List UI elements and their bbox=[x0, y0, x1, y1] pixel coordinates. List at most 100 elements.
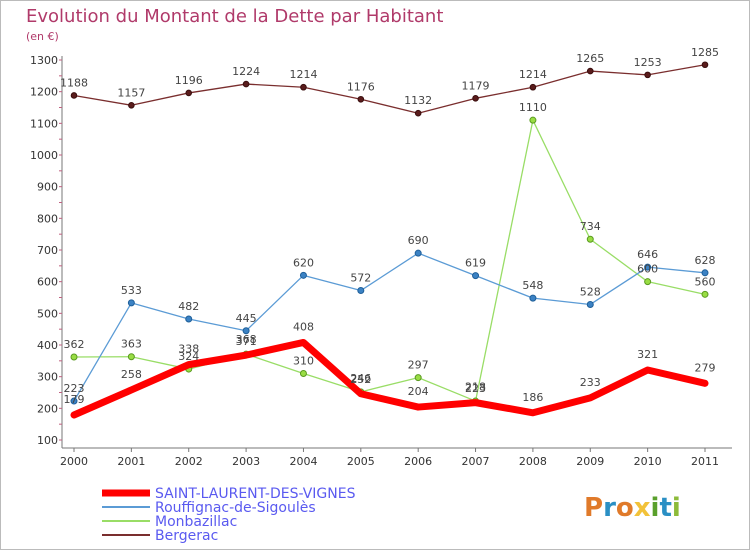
data-point-rouffignac-de-sigoules bbox=[701, 269, 709, 277]
x-tick-label: 2007 bbox=[462, 455, 490, 468]
logo-letter: x bbox=[634, 493, 651, 523]
data-label-saint-laurent-des-vignes: 258 bbox=[121, 368, 142, 381]
x-tick-label: 2011 bbox=[691, 455, 719, 468]
proxiti-logo: Proxiti bbox=[584, 493, 681, 523]
data-point-bergerac bbox=[70, 92, 78, 99]
data-label-monbazillac: 363 bbox=[121, 338, 142, 351]
data-label-saint-laurent-des-vignes: 321 bbox=[637, 348, 658, 361]
y-tick-label: 1000 bbox=[30, 149, 58, 162]
x-tick-label: 2006 bbox=[404, 455, 432, 468]
y-tick-label: 100 bbox=[37, 434, 58, 447]
y-tick-label: 1200 bbox=[30, 86, 58, 99]
data-point-rouffignac-de-sigoules bbox=[586, 300, 594, 308]
logo-letter: P bbox=[584, 493, 603, 523]
x-tick-label: 2004 bbox=[289, 455, 317, 468]
y-tick-label: 400 bbox=[37, 339, 58, 352]
chart-subtitle: (en €) bbox=[26, 30, 59, 43]
data-point-rouffignac-de-sigoules bbox=[529, 294, 537, 302]
data-point-monbazillac bbox=[529, 116, 537, 124]
data-label-saint-laurent-des-vignes: 279 bbox=[695, 361, 716, 374]
data-point-rouffignac-de-sigoules bbox=[185, 315, 193, 323]
data-label-monbazillac: 310 bbox=[293, 355, 314, 368]
data-point-rouffignac-de-sigoules bbox=[127, 299, 135, 307]
data-label-saint-laurent-des-vignes: 408 bbox=[293, 320, 314, 333]
data-label-monbazillac: 252 bbox=[350, 373, 371, 386]
data-point-bergerac bbox=[472, 95, 479, 102]
data-point-rouffignac-de-sigoules bbox=[414, 249, 422, 257]
data-point-bergerac bbox=[701, 61, 709, 69]
data-label-rouffignac-de-sigoules: 572 bbox=[350, 272, 371, 285]
legend-label-bergerac: Bergerac bbox=[155, 528, 218, 544]
data-label-bergerac: 1253 bbox=[634, 56, 662, 69]
data-label-bergerac: 1224 bbox=[232, 65, 260, 78]
data-label-monbazillac: 297 bbox=[408, 359, 429, 372]
data-label-bergerac: 1214 bbox=[519, 68, 547, 81]
data-label-monbazillac: 600 bbox=[637, 263, 658, 276]
data-point-monbazillac bbox=[644, 278, 652, 286]
data-label-saint-laurent-des-vignes: 204 bbox=[408, 385, 429, 398]
axes: 1002003004005006007008009001000110012001… bbox=[30, 54, 732, 468]
data-label-monbazillac: 223 bbox=[465, 382, 486, 395]
data-point-rouffignac-de-sigoules bbox=[242, 327, 250, 335]
y-tick-label: 600 bbox=[37, 276, 58, 289]
legend: SAINT-LAURENT-DES-VIGNESRouffignac-de-Si… bbox=[102, 486, 356, 544]
data-label-rouffignac-de-sigoules: 482 bbox=[178, 300, 199, 313]
data-label-bergerac: 1157 bbox=[117, 86, 145, 99]
data-label-monbazillac: 362 bbox=[64, 338, 85, 351]
legend-label-monbazillac: Monbazillac bbox=[155, 514, 237, 530]
x-tick-label: 2005 bbox=[347, 455, 375, 468]
data-label-monbazillac: 1110 bbox=[519, 101, 547, 114]
y-tick-label: 1300 bbox=[30, 54, 58, 67]
data-point-monbazillac bbox=[701, 290, 709, 298]
data-point-rouffignac-de-sigoules bbox=[70, 397, 78, 405]
x-tick-label: 2002 bbox=[175, 455, 203, 468]
data-point-rouffignac-de-sigoules bbox=[644, 263, 652, 271]
series-line-monbazillac bbox=[73, 119, 706, 402]
data-point-bergerac bbox=[128, 101, 135, 109]
data-point-bergerac bbox=[357, 95, 365, 103]
data-label-saint-laurent-des-vignes: 179 bbox=[64, 393, 85, 406]
data-label-saint-laurent-des-vignes: 233 bbox=[580, 376, 601, 389]
data-label-bergerac: 1285 bbox=[691, 46, 719, 59]
y-tick-label: 300 bbox=[37, 371, 58, 384]
y-tick-label: 200 bbox=[37, 402, 58, 415]
data-label-bergerac: 1265 bbox=[576, 52, 604, 65]
data-point-rouffignac-de-sigoules bbox=[299, 271, 307, 279]
data-point-rouffignac-de-sigoules bbox=[357, 287, 365, 295]
data-point-bergerac bbox=[300, 83, 307, 91]
data-label-rouffignac-de-sigoules: 628 bbox=[695, 254, 716, 267]
series-line-saint-laurent-des-vignes bbox=[70, 338, 709, 419]
data-label-rouffignac-de-sigoules: 445 bbox=[236, 312, 257, 325]
data-point-bergerac bbox=[644, 71, 651, 79]
data-label-saint-laurent-des-vignes: 186 bbox=[522, 391, 543, 404]
data-point-bergerac bbox=[242, 80, 250, 88]
data-point-bergerac bbox=[414, 109, 422, 117]
plot-area: 1188 1157 1196 1224 1214 1176 1132 1179 1214 1265… bbox=[60, 46, 719, 419]
y-tick-label: 700 bbox=[37, 244, 58, 257]
data-point-bergerac bbox=[529, 83, 537, 91]
data-label-monbazillac: 371 bbox=[236, 335, 257, 348]
data-label-rouffignac-de-sigoules: 528 bbox=[580, 285, 601, 298]
logo-letter: r bbox=[603, 493, 616, 523]
logo-letter: i bbox=[672, 493, 681, 523]
x-tick-label: 2008 bbox=[519, 455, 547, 468]
y-tick-label: 1100 bbox=[30, 117, 58, 130]
data-label-bergerac: 1132 bbox=[404, 94, 432, 107]
data-label-rouffignac-de-sigoules: 646 bbox=[637, 248, 658, 261]
x-tick-label: 2003 bbox=[232, 455, 260, 468]
data-label-bergerac: 1179 bbox=[462, 79, 490, 92]
x-tick-label: 2010 bbox=[634, 455, 662, 468]
data-point-monbazillac bbox=[127, 353, 135, 361]
data-label-saint-laurent-des-vignes: 368 bbox=[236, 333, 257, 346]
y-tick-label: 500 bbox=[37, 307, 58, 320]
proxiti-logo-text: Proxiti bbox=[584, 493, 681, 523]
legend-label-saint-laurent-des-vignes: SAINT-LAURENT-DES-VIGNES bbox=[155, 486, 356, 502]
data-point-bergerac bbox=[586, 67, 594, 75]
data-label-bergerac: 1196 bbox=[175, 74, 203, 87]
chart-title: Evolution du Montant de la Dette par Hab… bbox=[26, 6, 443, 27]
data-label-rouffignac-de-sigoules: 223 bbox=[64, 382, 85, 395]
data-label-saint-laurent-des-vignes: 338 bbox=[178, 343, 199, 356]
data-label-bergerac: 1188 bbox=[60, 76, 88, 89]
data-point-monbazillac bbox=[70, 353, 78, 361]
